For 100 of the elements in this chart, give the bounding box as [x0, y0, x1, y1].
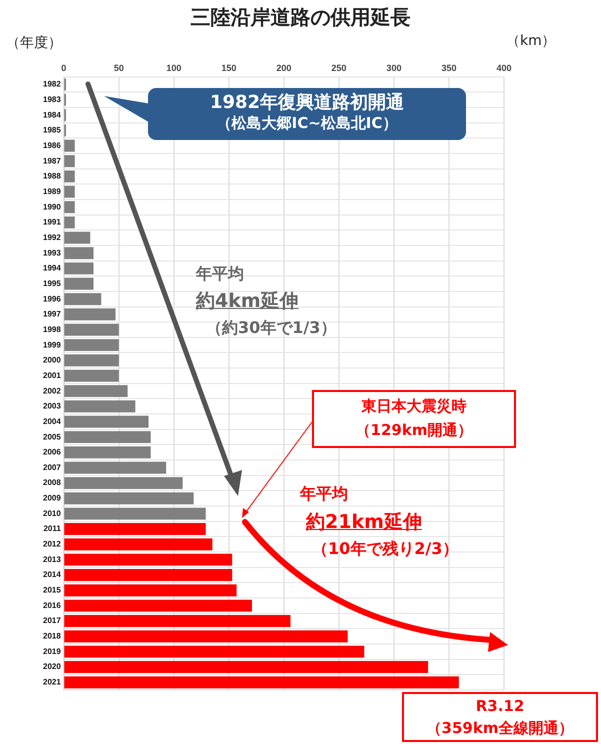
bar — [64, 416, 149, 428]
bar — [64, 477, 183, 490]
y-tick-label: 2004 — [43, 416, 62, 426]
bar — [64, 600, 252, 612]
y-tick-label: 2010 — [43, 508, 62, 518]
annotation: 約4km延伸 — [196, 289, 299, 314]
bar — [64, 186, 75, 198]
bar — [64, 140, 75, 152]
bar — [64, 293, 102, 306]
x-tick-label: 0 — [61, 62, 66, 73]
y-tick-label: 2006 — [43, 448, 62, 457]
y-tick-label: 1999 — [43, 340, 62, 350]
x-tick-label: 150 — [221, 62, 236, 73]
bar — [64, 278, 94, 290]
y-tick-label: 2003 — [43, 402, 62, 411]
annotation: 年平均 — [300, 484, 348, 505]
x-tick-label: 200 — [276, 62, 292, 73]
y-tick-label: 2020 — [43, 662, 62, 672]
y-tick-label: 1983 — [43, 95, 62, 104]
y-tick-label: 1988 — [43, 172, 62, 181]
y-tick-label: 1997 — [43, 310, 62, 319]
y-tick-label: 1994 — [43, 264, 62, 273]
x-axis-title: （km） — [506, 32, 556, 50]
bar — [64, 324, 119, 336]
bar — [64, 446, 151, 458]
y-tick-label: 2009 — [43, 494, 62, 503]
y-tick-label: 2019 — [43, 646, 62, 656]
x-tick-label: 400 — [496, 62, 512, 73]
y-tick-label: 1992 — [43, 232, 62, 242]
bar — [64, 354, 119, 366]
bar — [64, 232, 90, 244]
y-tick-label: 2013 — [43, 554, 62, 564]
y-tick-label: 1987 — [43, 156, 62, 166]
x-tick-label: 350 — [441, 62, 456, 73]
annotation: 東日本大震災時 — [360, 397, 468, 416]
y-tick-label: 2012 — [43, 540, 62, 549]
bar — [64, 431, 151, 444]
annotation: （10年で残り2/3） — [312, 539, 458, 560]
y-tick-label: 2002 — [43, 386, 62, 396]
bar — [64, 569, 232, 582]
y-tick-label: 2008 — [43, 478, 62, 488]
bar — [64, 201, 75, 214]
x-tick-label: 50 — [114, 62, 124, 73]
bar — [64, 262, 94, 274]
y-tick-label: 2015 — [43, 586, 62, 595]
bar — [64, 554, 232, 566]
y-tick-label: 2021 — [43, 678, 62, 687]
bar — [64, 385, 128, 398]
y-axis-title: （年度） — [6, 34, 62, 52]
bar — [64, 247, 94, 260]
x-tick-label: 100 — [166, 62, 182, 73]
bar — [64, 508, 206, 520]
y-tick-label: 2005 — [43, 432, 62, 442]
y-tick-label: 2001 — [43, 370, 62, 380]
annotation: 1982年復興道路初開通 — [208, 91, 406, 114]
bar — [64, 676, 459, 688]
bar — [64, 462, 166, 474]
bar — [64, 170, 75, 182]
bar — [64, 339, 119, 352]
x-tick-label: 300 — [386, 62, 402, 73]
bar — [64, 646, 364, 658]
bar — [64, 523, 206, 536]
annotation: （松島大郷IC~松島北IC） — [216, 114, 398, 133]
y-tick-label: 1982 — [43, 80, 62, 89]
bar — [64, 400, 136, 412]
annotation: 年平均 — [196, 264, 244, 285]
y-tick-label: 2018 — [43, 632, 62, 641]
y-tick-label: 2011 — [43, 524, 62, 534]
bar — [64, 216, 75, 228]
y-tick-label: 1990 — [43, 202, 62, 212]
y-tick-label: 2007 — [43, 462, 62, 472]
x-tick-label: 250 — [331, 62, 346, 73]
y-tick-label: 1985 — [43, 126, 62, 135]
y-tick-label: 1984 — [43, 110, 62, 120]
chart-title: 三陸沿岸道路の供用延長 — [190, 4, 412, 31]
annotation: 約21km延伸 — [306, 510, 422, 535]
y-tick-label: 1989 — [43, 186, 62, 196]
annotation: （129km開通） — [354, 421, 474, 440]
y-tick-label: 1998 — [43, 324, 62, 334]
y-tick-label: 1993 — [43, 248, 62, 258]
y-tick-label: 1991 — [43, 218, 62, 227]
y-tick-label: 1996 — [43, 294, 62, 304]
y-tick-label: 2014 — [43, 570, 62, 580]
bar — [64, 584, 237, 596]
y-tick-label: 2000 — [43, 356, 62, 365]
bar — [64, 492, 194, 504]
annotation: （約30年で1/3） — [206, 318, 336, 339]
y-tick-label: 1995 — [43, 278, 62, 288]
bar — [64, 155, 75, 168]
text: R3.12 — [474, 697, 526, 715]
text: （359km全線開通） — [426, 719, 574, 738]
y-tick-label: 2017 — [43, 616, 62, 626]
bar — [64, 615, 290, 627]
bar — [64, 308, 116, 320]
bar — [64, 630, 348, 642]
bar — [64, 370, 119, 382]
y-tick-label: 1986 — [43, 140, 62, 150]
bar — [64, 661, 428, 673]
y-tick-label: 2016 — [43, 600, 62, 610]
bar — [64, 538, 212, 550]
